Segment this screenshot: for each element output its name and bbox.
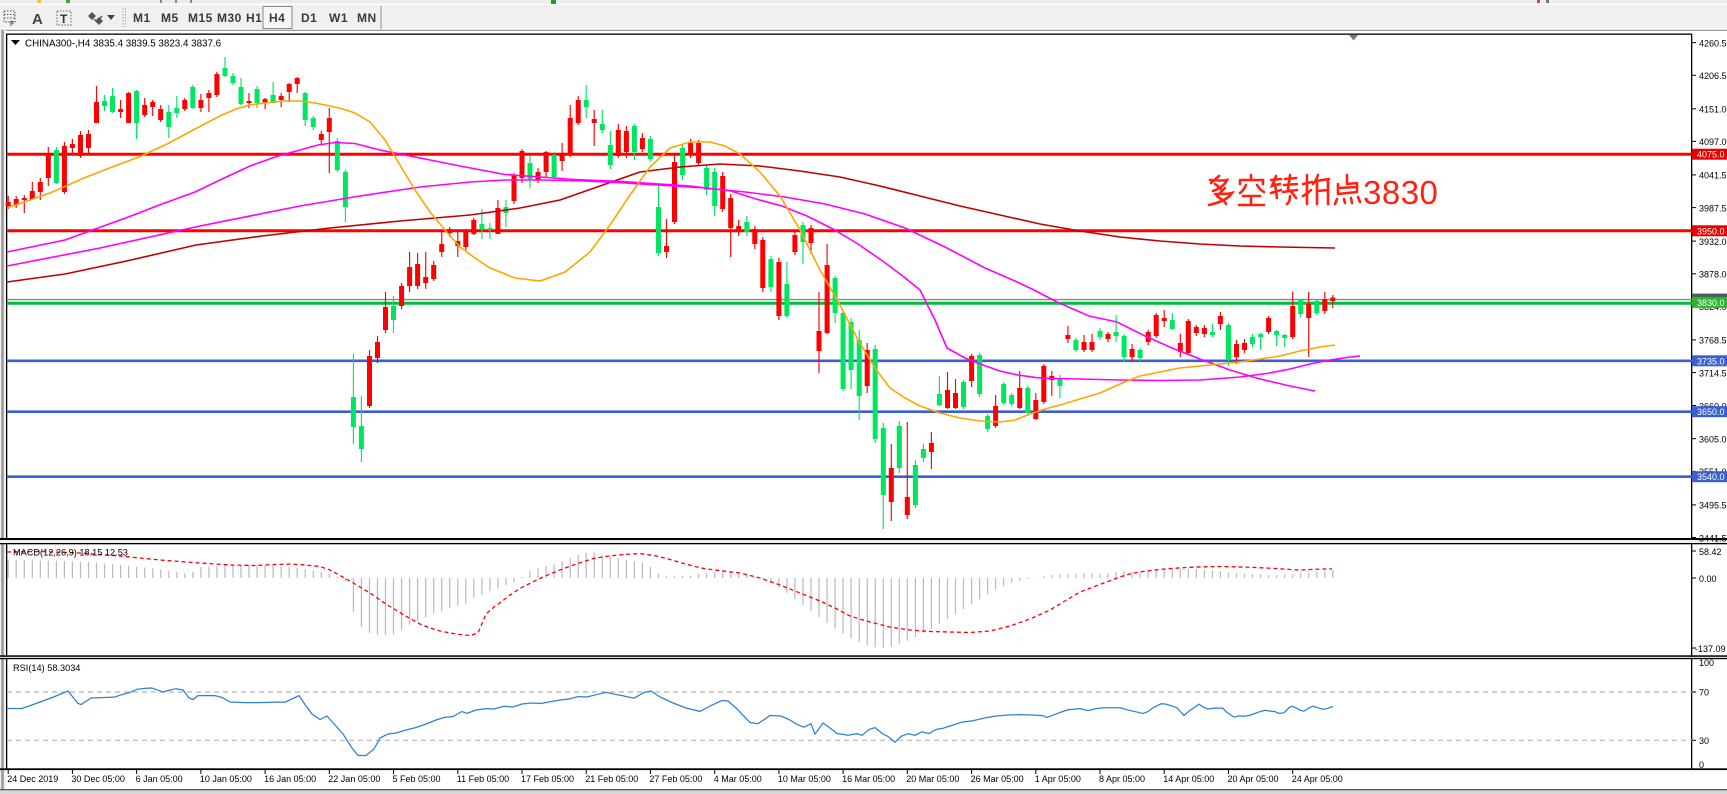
svg-text:30 Dec 05:00: 30 Dec 05:00 (71, 774, 125, 784)
svg-text:17 Feb 05:00: 17 Feb 05:00 (521, 774, 574, 784)
svg-text:27 Feb 05:00: 27 Feb 05:00 (649, 774, 702, 784)
svg-text:3830: 3830 (1363, 174, 1438, 211)
svg-text:T: T (60, 12, 68, 26)
svg-text:4206.5: 4206.5 (1699, 71, 1727, 81)
svg-text:H1: H1 (246, 11, 262, 25)
svg-text:100: 100 (1699, 658, 1714, 668)
svg-text:H4: H4 (269, 11, 285, 25)
svg-text:CHINA300-,H4 3835.4 3839.5 38: CHINA300-,H4 3835.4 3839.5 3823.4 3837.6 (25, 39, 222, 50)
svg-text:M15: M15 (188, 11, 213, 25)
svg-text:W1: W1 (329, 11, 348, 25)
svg-text:1 Apr 05:00: 1 Apr 05:00 (1035, 774, 1081, 784)
svg-text:16 Mar 05:00: 16 Mar 05:00 (842, 774, 895, 784)
svg-text:F: F (10, 21, 14, 28)
svg-text:4260.5: 4260.5 (1699, 38, 1727, 48)
svg-text:4041.5: 4041.5 (1699, 171, 1727, 181)
svg-text:4151.0: 4151.0 (1699, 105, 1727, 115)
svg-text:3950.0: 3950.0 (1697, 226, 1725, 236)
svg-text:3878.0: 3878.0 (1699, 270, 1727, 280)
svg-text:10 Jan 05:00: 10 Jan 05:00 (200, 774, 252, 784)
svg-text:24 Dec 2019: 24 Dec 2019 (7, 774, 58, 784)
svg-text:70: 70 (1699, 688, 1709, 698)
svg-text:RSI(14) 58.3034: RSI(14) 58.3034 (13, 663, 80, 673)
svg-text:24 Apr 05:00: 24 Apr 05:00 (1292, 774, 1343, 784)
svg-text:20 Apr 05:00: 20 Apr 05:00 (1228, 774, 1279, 784)
svg-text:22 Jan 05:00: 22 Jan 05:00 (328, 774, 380, 784)
svg-text:4097.0: 4097.0 (1699, 137, 1727, 147)
svg-text:3932.0: 3932.0 (1699, 237, 1727, 247)
svg-text:M30: M30 (217, 11, 242, 25)
svg-text:3495.5: 3495.5 (1699, 501, 1727, 511)
svg-text:M5: M5 (161, 11, 179, 25)
svg-text:10 Mar 05:00: 10 Mar 05:00 (778, 774, 831, 784)
svg-text:16 Jan 05:00: 16 Jan 05:00 (264, 774, 316, 784)
svg-text:26 Mar 05:00: 26 Mar 05:00 (971, 774, 1024, 784)
svg-text:-137.09: -137.09 (1695, 644, 1726, 654)
svg-text:3830.0: 3830.0 (1697, 298, 1725, 308)
svg-text:3987.5: 3987.5 (1699, 203, 1727, 213)
svg-text:30: 30 (1699, 736, 1709, 746)
svg-text:3735.0: 3735.0 (1697, 356, 1725, 366)
svg-text:A: A (32, 11, 43, 28)
svg-text:3605.0: 3605.0 (1699, 435, 1727, 445)
svg-text:5 Feb 05:00: 5 Feb 05:00 (393, 774, 441, 784)
svg-text:4 Mar 05:00: 4 Mar 05:00 (714, 774, 762, 784)
svg-text:MACD(12,26,9) 18.15 12.53: MACD(12,26,9) 18.15 12.53 (13, 548, 128, 558)
svg-text:M1: M1 (133, 11, 151, 25)
svg-text:4075.0: 4075.0 (1697, 150, 1725, 160)
svg-text:0: 0 (1699, 760, 1704, 770)
svg-text:MN: MN (357, 11, 377, 25)
svg-text:20 Mar 05:00: 20 Mar 05:00 (906, 774, 959, 784)
svg-text:8 Apr 05:00: 8 Apr 05:00 (1099, 774, 1145, 784)
svg-text:14 Apr 05:00: 14 Apr 05:00 (1163, 774, 1214, 784)
svg-text:3768.5: 3768.5 (1699, 336, 1727, 346)
svg-text:11 Feb 05:00: 11 Feb 05:00 (457, 774, 509, 784)
svg-text:0.00: 0.00 (1699, 574, 1717, 584)
svg-text:D1: D1 (301, 11, 317, 25)
svg-text:3540.0: 3540.0 (1697, 472, 1725, 482)
svg-text:6 Jan 05:00: 6 Jan 05:00 (136, 774, 183, 784)
svg-text:3650.0: 3650.0 (1697, 407, 1725, 417)
svg-text:3441.5: 3441.5 (1699, 533, 1727, 543)
svg-text:21 Feb 05:00: 21 Feb 05:00 (585, 774, 638, 784)
svg-text:3714.5: 3714.5 (1699, 368, 1727, 378)
svg-text:58.42: 58.42 (1699, 547, 1722, 557)
